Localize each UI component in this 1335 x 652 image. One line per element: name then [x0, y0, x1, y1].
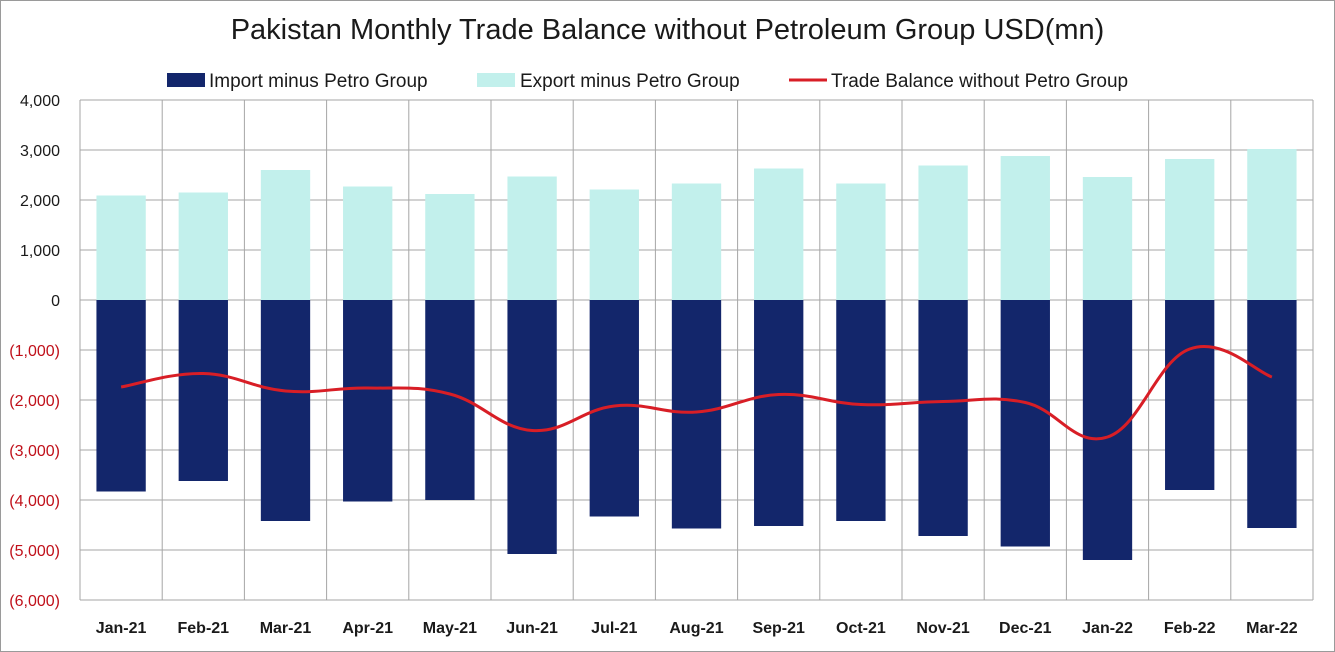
bar [1247, 149, 1297, 300]
bar [343, 300, 393, 502]
y-tick-label: (5,000) [9, 543, 60, 560]
legend-label: Import minus Petro Group [209, 71, 428, 92]
bar [507, 176, 557, 300]
x-tick-label: Apr-21 [342, 620, 393, 637]
bar [260, 170, 311, 300]
bar [425, 194, 475, 300]
legend-label: Trade Balance without Petro Group [831, 71, 1128, 92]
x-tick-label: Aug-21 [669, 620, 723, 637]
bar [754, 300, 804, 526]
bar [1000, 156, 1050, 300]
x-tick-label: Nov-21 [916, 620, 969, 637]
x-tick-label: Sep-21 [752, 620, 805, 637]
y-tick-label: (2,000) [9, 393, 60, 410]
x-tick-label: Mar-22 [1246, 620, 1298, 637]
bar [1082, 177, 1133, 300]
x-tick-label: Mar-21 [260, 620, 312, 637]
x-tick-label: Jan-21 [96, 620, 147, 637]
legend: Import minus Petro Group Export minus Pet… [167, 71, 1128, 92]
y-tick-label: (1,000) [9, 343, 60, 360]
legend-swatch [477, 73, 515, 87]
y-tick-label: (6,000) [9, 593, 60, 610]
bar [96, 300, 146, 492]
x-tick-label: Jun-21 [506, 620, 558, 637]
bar [1165, 159, 1215, 300]
bars [96, 149, 1297, 560]
y-tick-label: 2,000 [20, 193, 60, 210]
x-tick-label: Oct-21 [836, 620, 886, 637]
y-tick-label: (3,000) [9, 443, 60, 460]
bar [1165, 300, 1215, 490]
legend-label: Export minus Petro Group [520, 71, 740, 92]
bar [1000, 300, 1050, 547]
bar [836, 300, 886, 521]
chart-title: Pakistan Monthly Trade Balance without P… [230, 14, 1105, 46]
x-tick-label: Feb-22 [1164, 620, 1216, 637]
bar [836, 183, 886, 300]
bar [671, 183, 722, 300]
x-tick-label: Feb-21 [178, 620, 230, 637]
y-tick-label: 3,000 [20, 143, 60, 160]
legend-swatch [167, 73, 205, 87]
line-series [120, 345, 1273, 441]
bar [1082, 300, 1133, 560]
x-tick-label: Dec-21 [999, 620, 1052, 637]
x-tick-label: May-21 [423, 620, 477, 637]
y-axis: 4,000 3,000 2,000 1,000 0 (1,000) (2,000) (3,00… [9, 93, 60, 610]
bar [178, 192, 228, 300]
bar [178, 300, 228, 481]
bar [343, 186, 393, 300]
bar [589, 189, 639, 300]
bar [1247, 300, 1297, 528]
bar [260, 300, 311, 521]
bar [96, 195, 146, 300]
y-tick-label: (4,000) [9, 493, 60, 510]
y-tick-label: 0 [51, 293, 60, 310]
x-tick-label: Jan-22 [1082, 620, 1133, 637]
bar [671, 300, 722, 529]
bar [754, 168, 804, 300]
y-tick-label: 4,000 [20, 93, 60, 110]
x-tick-label: Jul-21 [591, 620, 637, 637]
x-axis: Jan-21 Feb-21 Mar-21 Apr-21 May-21 Jun-21 Jul-… [96, 620, 1298, 637]
bar [918, 300, 968, 536]
bar [589, 300, 639, 517]
y-tick-label: 1,000 [20, 243, 60, 260]
trade-balance-line [120, 345, 1273, 441]
bar [918, 165, 968, 300]
